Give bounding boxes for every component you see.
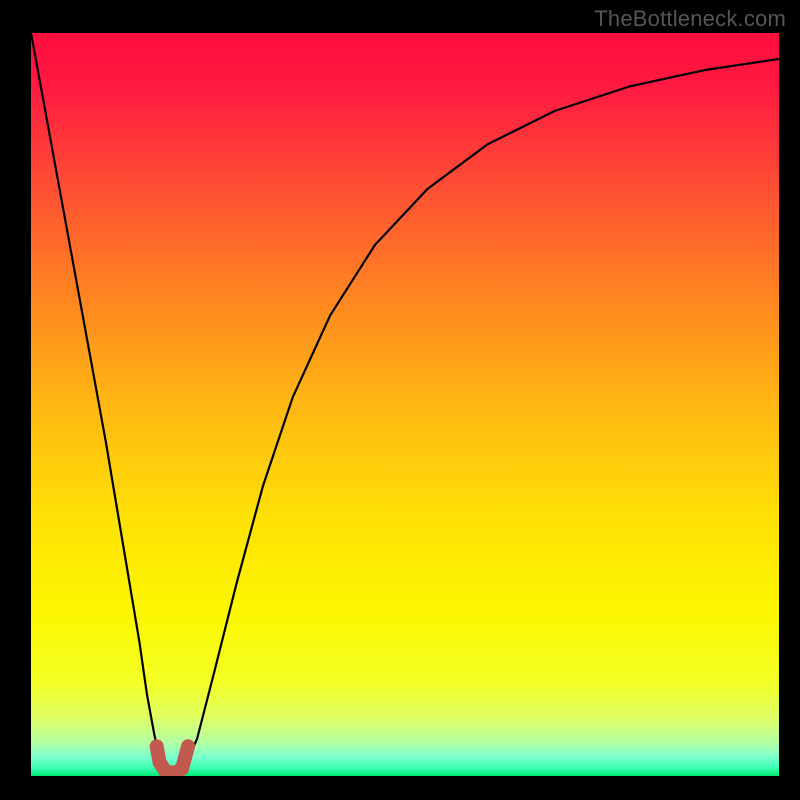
bottleneck-curve xyxy=(31,33,779,776)
watermark-text: TheBottleneck.com xyxy=(594,6,786,32)
plot-area xyxy=(31,33,779,776)
curve-line xyxy=(31,33,779,773)
chart-container: TheBottleneck.com xyxy=(0,0,800,800)
optimal-marker xyxy=(157,746,188,773)
